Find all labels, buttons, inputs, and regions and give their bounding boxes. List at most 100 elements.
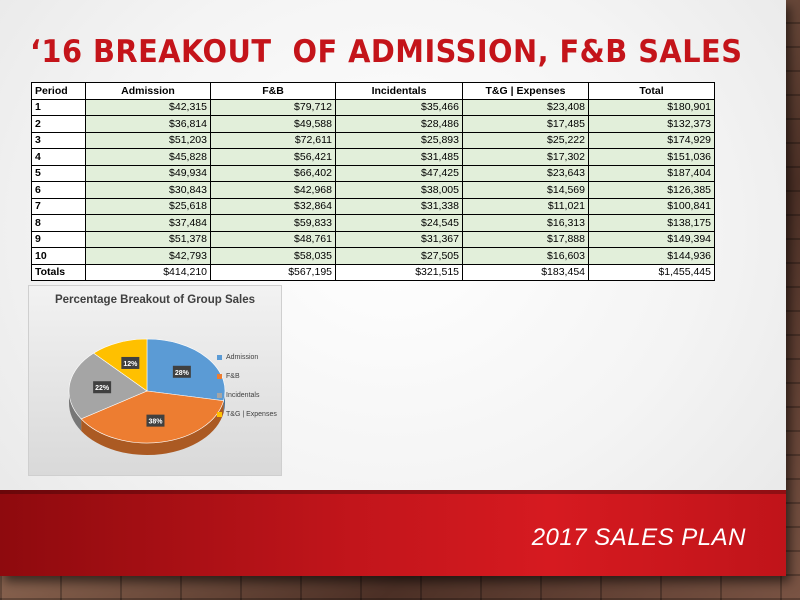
pie-chart: Percentage Breakout of Group Sales 28% 38… — [28, 285, 282, 476]
pie-data-label: 38% — [146, 414, 165, 427]
fb-cell: $59,833 — [210, 214, 336, 232]
fb-cell: $42,968 — [210, 181, 336, 199]
chart-legend: Admission F&B Incidentals T&G | Expenses — [217, 348, 277, 424]
legend-item-admission: Admission — [217, 348, 277, 367]
header-fb: F&B — [210, 82, 336, 100]
legend-item-fb: F&B — [217, 367, 277, 386]
table-row: 2 $36,814 $49,588 $28,486 $17,485 $132,3… — [31, 115, 715, 133]
tg-expenses-cell: $23,408 — [462, 98, 589, 116]
admission-cell: $49,934 — [85, 164, 211, 182]
incidentals-cell: $35,466 — [335, 98, 463, 116]
tg-expenses-cell: $17,302 — [462, 148, 589, 166]
grand-total: $1,455,445 — [588, 263, 715, 281]
sales-plan-label: 2017 SALES PLAN — [531, 524, 746, 551]
fb-cell: $56,421 — [210, 148, 336, 166]
incidentals-cell: $47,425 — [335, 164, 463, 182]
table-row: 3 $51,203 $72,611 $25,893 $25,222 $174,9… — [31, 131, 715, 149]
tg-expenses-cell: $11,021 — [462, 197, 589, 215]
period-cell: 7 — [31, 197, 86, 215]
table-row: 7 $25,618 $32,864 $31,338 $11,021 $100,8… — [31, 197, 715, 215]
tg-expenses-cell: $17,485 — [462, 115, 589, 133]
total-cell: $180,901 — [588, 98, 715, 116]
fb-total: $567,195 — [210, 263, 336, 281]
admission-cell: $42,315 — [85, 98, 211, 116]
fb-cell: $79,712 — [210, 98, 336, 116]
tg-expenses-cell: $16,313 — [462, 214, 589, 232]
legend-swatch — [217, 393, 222, 398]
header-tg-expenses: T&G | Expenses — [462, 82, 589, 100]
tg-expenses-cell: $16,603 — [462, 247, 589, 265]
legend-label: Admission — [226, 354, 259, 361]
admission-cell: $42,793 — [85, 247, 211, 265]
pie-chart-svg: 28% 38% 22% 12% — [68, 338, 226, 456]
period-cell: 4 — [31, 148, 86, 166]
incidentals-cell: $27,505 — [335, 247, 463, 265]
pie-data-label: 22% — [93, 381, 112, 394]
table-row: 8 $37,484 $59,833 $24,545 $16,313 $138,1… — [31, 214, 715, 232]
total-cell: $126,385 — [588, 181, 715, 199]
pie-data-label-box — [146, 414, 165, 427]
legend-label: F&B — [226, 373, 240, 380]
legend-label: T&G | Expenses — [226, 411, 277, 418]
admission-cell: $45,828 — [85, 148, 211, 166]
legend-swatch — [217, 355, 222, 360]
sales-table: Period Admission F&B Incidentals T&G | E… — [31, 82, 715, 281]
admission-total: $414,210 — [85, 263, 211, 281]
incidentals-cell: $31,485 — [335, 148, 463, 166]
total-cell: $149,394 — [588, 230, 715, 248]
fb-cell: $49,588 — [210, 115, 336, 133]
fb-cell: $66,402 — [210, 164, 336, 182]
tg-expenses-cell: $14,569 — [462, 181, 589, 199]
total-cell: $100,841 — [588, 197, 715, 215]
table-header-row: Period Admission F&B Incidentals T&G | E… — [31, 82, 715, 100]
pie-data-label-text: 12% — [123, 361, 138, 368]
total-cell: $151,036 — [588, 148, 715, 166]
footer-band — [0, 490, 786, 576]
period-cell: 6 — [31, 181, 86, 199]
table-row: 9 $51,378 $48,761 $31,367 $17,888 $149,3… — [31, 230, 715, 248]
pie-slice-side — [69, 391, 82, 431]
table-row: 6 $30,843 $42,968 $38,005 $14,569 $126,3… — [31, 181, 715, 199]
admission-cell: $51,203 — [85, 131, 211, 149]
total-cell: $144,936 — [588, 247, 715, 265]
chart-title: Percentage Breakout of Group Sales — [54, 294, 256, 306]
fb-cell: $32,864 — [210, 197, 336, 215]
table-row: 4 $45,828 $56,421 $31,485 $17,302 $151,0… — [31, 148, 715, 166]
incidentals-cell: $31,367 — [335, 230, 463, 248]
incidentals-cell: $24,545 — [335, 214, 463, 232]
table-row: 10 $42,793 $58,035 $27,505 $16,603 $144,… — [31, 247, 715, 265]
table-row: 5 $49,934 $66,402 $47,425 $23,643 $187,4… — [31, 164, 715, 182]
header-incidentals: Incidentals — [335, 82, 463, 100]
admission-cell: $51,378 — [85, 230, 211, 248]
incidentals-cell: $31,338 — [335, 197, 463, 215]
pie-data-label-box — [93, 381, 112, 394]
tg-expenses-cell: $25,222 — [462, 131, 589, 149]
incidentals-cell: $25,893 — [335, 131, 463, 149]
pie-data-label-text: 22% — [95, 385, 110, 392]
fb-cell: $48,761 — [210, 230, 336, 248]
admission-cell: $30,843 — [85, 181, 211, 199]
table-row: 1 $42,315 $79,712 $35,466 $23,408 $180,9… — [31, 98, 715, 116]
slide: ‘16 BREAKOUT OF ADMISSION, F&B SALES Per… — [0, 0, 786, 576]
period-cell: 2 — [31, 115, 86, 133]
total-cell: $174,929 — [588, 131, 715, 149]
slide-title: ‘16 BREAKOUT OF ADMISSION, F&B SALES — [30, 34, 743, 70]
totals-label: Totals — [31, 263, 86, 281]
tg-expenses-cell: $17,888 — [462, 230, 589, 248]
legend-swatch — [217, 374, 222, 379]
admission-cell: $36,814 — [85, 115, 211, 133]
incidentals-cell: $38,005 — [335, 181, 463, 199]
period-cell: 10 — [31, 247, 86, 265]
totals-row: Totals $414,210 $567,195 $321,515 $183,4… — [31, 263, 715, 281]
pie-data-label-text: 28% — [175, 370, 190, 377]
pie-data-label-box — [121, 356, 140, 369]
total-cell: $138,175 — [588, 214, 715, 232]
admission-cell: $25,618 — [85, 197, 211, 215]
fb-cell: $72,611 — [210, 131, 336, 149]
period-cell: 5 — [31, 164, 86, 182]
pie-slice-side — [81, 400, 224, 456]
header-total: Total — [588, 82, 715, 100]
period-cell: 3 — [31, 131, 86, 149]
period-cell: 1 — [31, 98, 86, 116]
pie-data-label-text: 38% — [148, 419, 163, 426]
